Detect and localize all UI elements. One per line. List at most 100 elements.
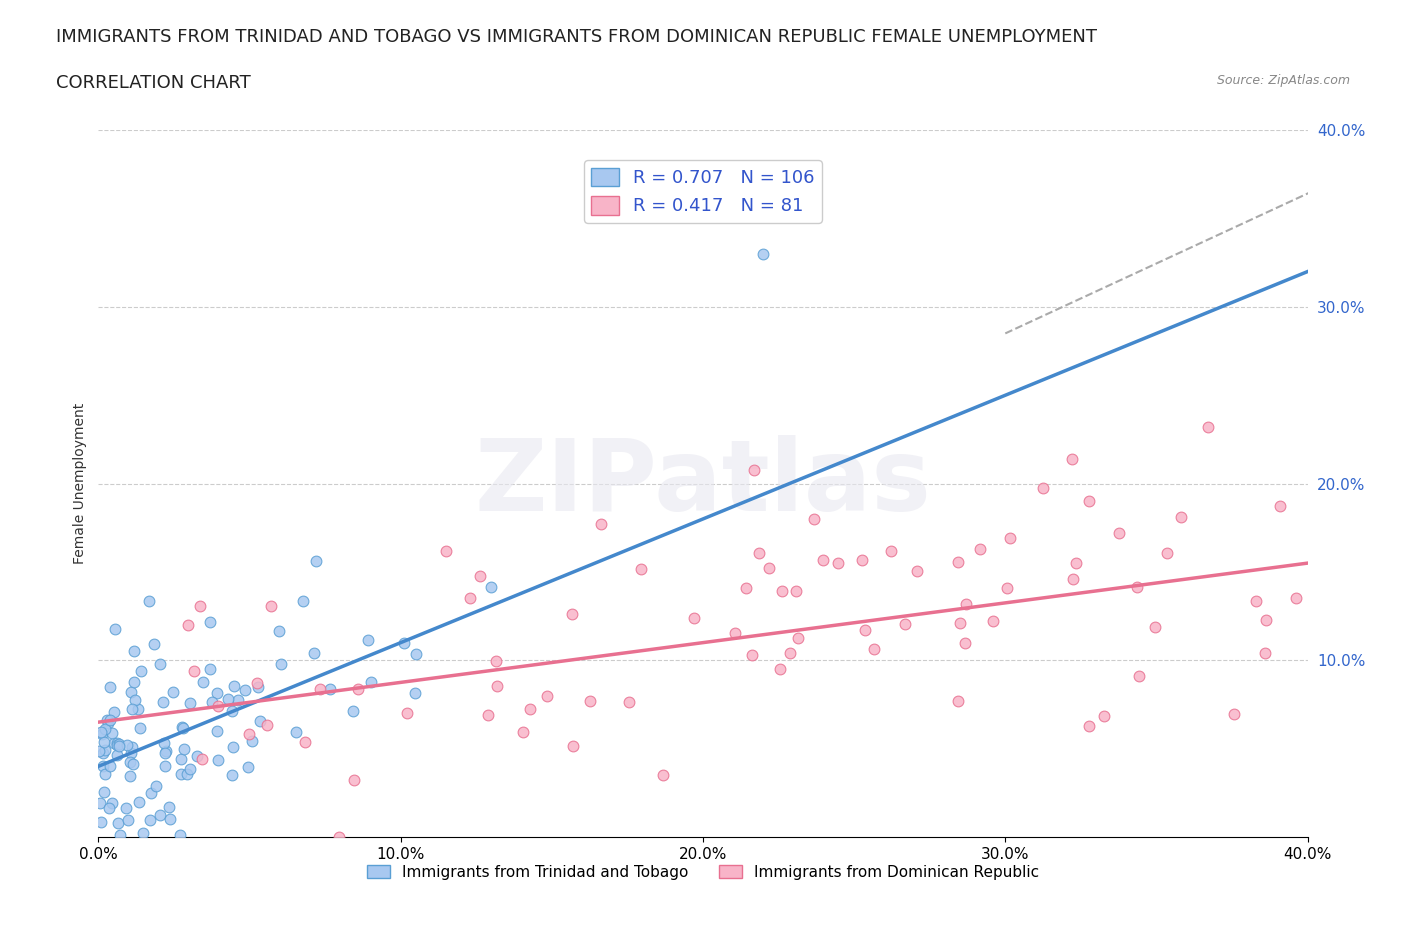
Text: IMMIGRANTS FROM TRINIDAD AND TOBAGO VS IMMIGRANTS FROM DOMINICAN REPUBLIC FEMALE: IMMIGRANTS FROM TRINIDAD AND TOBAGO VS I…	[56, 28, 1097, 46]
Immigrants from Trinidad and Tobago	[121, 757, 143, 772]
Immigrants from Trinidad and Tobago	[101, 725, 124, 740]
Immigrants from Trinidad and Tobago	[205, 724, 228, 738]
Immigrants from Trinidad and Tobago	[149, 657, 172, 671]
Immigrants from Dominican Republic	[207, 698, 229, 713]
Immigrants from Dominican Republic	[630, 562, 652, 577]
Immigrants from Trinidad and Tobago	[205, 685, 228, 700]
Immigrants from Dominican Republic	[827, 555, 849, 570]
Immigrants from Dominican Republic	[591, 516, 613, 531]
Immigrants from Trinidad and Tobago	[87, 743, 110, 758]
Immigrants from Dominican Republic	[724, 626, 747, 641]
Immigrants from Trinidad and Tobago	[172, 721, 194, 736]
Immigrants from Dominican Republic	[259, 599, 281, 614]
Immigrants from Dominican Republic	[742, 462, 765, 477]
Immigrants from Dominican Republic	[787, 630, 810, 644]
Immigrants from Trinidad and Tobago	[93, 735, 115, 750]
Immigrants from Trinidad and Tobago	[90, 724, 112, 739]
Immigrants from Dominican Republic	[1197, 419, 1219, 434]
Immigrants from Trinidad and Tobago	[128, 721, 150, 736]
Immigrants from Trinidad and Tobago	[238, 760, 260, 775]
Immigrants from Trinidad and Tobago	[121, 701, 143, 716]
Immigrants from Dominican Republic	[894, 617, 917, 631]
Immigrants from Dominican Republic	[477, 708, 499, 723]
Immigrants from Trinidad and Tobago	[129, 663, 152, 678]
Immigrants from Trinidad and Tobago	[752, 246, 775, 261]
Immigrants from Dominican Republic	[905, 564, 928, 578]
Immigrants from Dominican Republic	[536, 688, 558, 703]
Immigrants from Dominican Republic	[561, 606, 583, 621]
Immigrants from Trinidad and Tobago	[198, 615, 221, 630]
Immigrants from Trinidad and Tobago	[179, 761, 201, 776]
Immigrants from Dominican Republic	[758, 561, 780, 576]
Legend: Immigrants from Trinidad and Tobago, Immigrants from Dominican Republic: Immigrants from Trinidad and Tobago, Imm…	[361, 858, 1045, 886]
Immigrants from Dominican Republic	[995, 581, 1018, 596]
Immigrants from Trinidad and Tobago	[128, 794, 150, 809]
Immigrants from Dominican Republic	[579, 694, 602, 709]
Immigrants from Dominican Republic	[785, 583, 807, 598]
Immigrants from Trinidad and Tobago	[91, 745, 114, 760]
Immigrants from Trinidad and Tobago	[90, 726, 112, 741]
Immigrants from Trinidad and Tobago	[285, 725, 308, 740]
Y-axis label: Female Unemployment: Female Unemployment	[73, 403, 87, 565]
Immigrants from Trinidad and Tobago	[97, 800, 120, 815]
Immigrants from Dominican Republic	[561, 738, 583, 753]
Immigrants from Dominican Republic	[512, 724, 534, 739]
Immigrants from Dominican Republic	[177, 618, 200, 632]
Immigrants from Trinidad and Tobago	[157, 800, 180, 815]
Immigrants from Trinidad and Tobago	[105, 737, 128, 752]
Immigrants from Trinidad and Tobago	[221, 767, 243, 782]
Immigrants from Trinidad and Tobago	[98, 758, 121, 773]
Immigrants from Dominican Republic	[191, 751, 214, 766]
Immigrants from Trinidad and Tobago	[120, 684, 142, 699]
Immigrants from Dominican Republic	[652, 767, 675, 782]
Immigrants from Dominican Republic	[955, 635, 977, 650]
Immigrants from Trinidad and Tobago	[170, 751, 193, 766]
Immigrants from Trinidad and Tobago	[405, 646, 427, 661]
Immigrants from Dominican Republic	[256, 718, 278, 733]
Immigrants from Trinidad and Tobago	[142, 636, 165, 651]
Immigrants from Trinidad and Tobago	[96, 712, 118, 727]
Immigrants from Trinidad and Tobago	[235, 683, 257, 698]
Immigrants from Dominican Republic	[770, 584, 793, 599]
Immigrants from Dominican Republic	[955, 596, 977, 611]
Immigrants from Dominican Republic	[1143, 619, 1166, 634]
Immigrants from Dominican Republic	[617, 695, 640, 710]
Immigrants from Dominican Republic	[188, 599, 211, 614]
Immigrants from Trinidad and Tobago	[89, 795, 111, 810]
Immigrants from Dominican Republic	[1285, 591, 1308, 605]
Immigrants from Dominican Republic	[1032, 481, 1054, 496]
Immigrants from Dominican Republic	[948, 554, 970, 569]
Immigrants from Trinidad and Tobago	[103, 735, 125, 750]
Immigrants from Dominican Republic	[880, 543, 903, 558]
Immigrants from Dominican Republic	[1253, 646, 1275, 661]
Immigrants from Trinidad and Tobago	[108, 828, 131, 843]
Immigrants from Trinidad and Tobago	[153, 736, 176, 751]
Immigrants from Dominican Republic	[238, 726, 260, 741]
Immigrants from Trinidad and Tobago	[342, 703, 364, 718]
Immigrants from Trinidad and Tobago	[93, 785, 115, 800]
Immigrants from Trinidad and Tobago	[240, 734, 263, 749]
Immigrants from Dominican Republic	[485, 654, 508, 669]
Immigrants from Dominican Republic	[1078, 494, 1101, 509]
Immigrants from Dominican Republic	[769, 662, 792, 677]
Immigrants from Trinidad and Tobago	[159, 812, 181, 827]
Immigrants from Dominican Republic	[803, 512, 825, 526]
Immigrants from Trinidad and Tobago	[207, 753, 229, 768]
Immigrants from Dominican Republic	[735, 581, 758, 596]
Immigrants from Dominican Republic	[1092, 709, 1115, 724]
Immigrants from Dominican Republic	[969, 542, 991, 557]
Immigrants from Trinidad and Tobago	[124, 693, 146, 708]
Immigrants from Trinidad and Tobago	[120, 745, 142, 760]
Immigrants from Trinidad and Tobago	[481, 579, 503, 594]
Immigrants from Trinidad and Tobago	[360, 674, 382, 689]
Immigrants from Trinidad and Tobago	[97, 715, 120, 730]
Immigrants from Dominican Republic	[851, 552, 873, 567]
Immigrants from Trinidad and Tobago	[121, 739, 143, 754]
Immigrants from Dominican Republic	[328, 830, 350, 844]
Immigrants from Dominican Republic	[1244, 593, 1267, 608]
Immigrants from Trinidad and Tobago	[127, 701, 149, 716]
Immigrants from Trinidad and Tobago	[392, 635, 415, 650]
Immigrants from Trinidad and Tobago	[318, 682, 340, 697]
Immigrants from Trinidad and Tobago	[138, 813, 160, 828]
Immigrants from Dominican Republic	[948, 616, 970, 631]
